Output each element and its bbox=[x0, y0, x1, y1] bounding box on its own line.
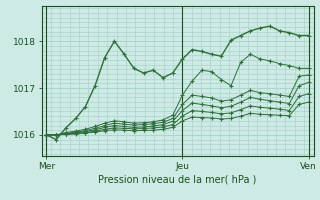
X-axis label: Pression niveau de la mer( hPa ): Pression niveau de la mer( hPa ) bbox=[99, 175, 257, 185]
